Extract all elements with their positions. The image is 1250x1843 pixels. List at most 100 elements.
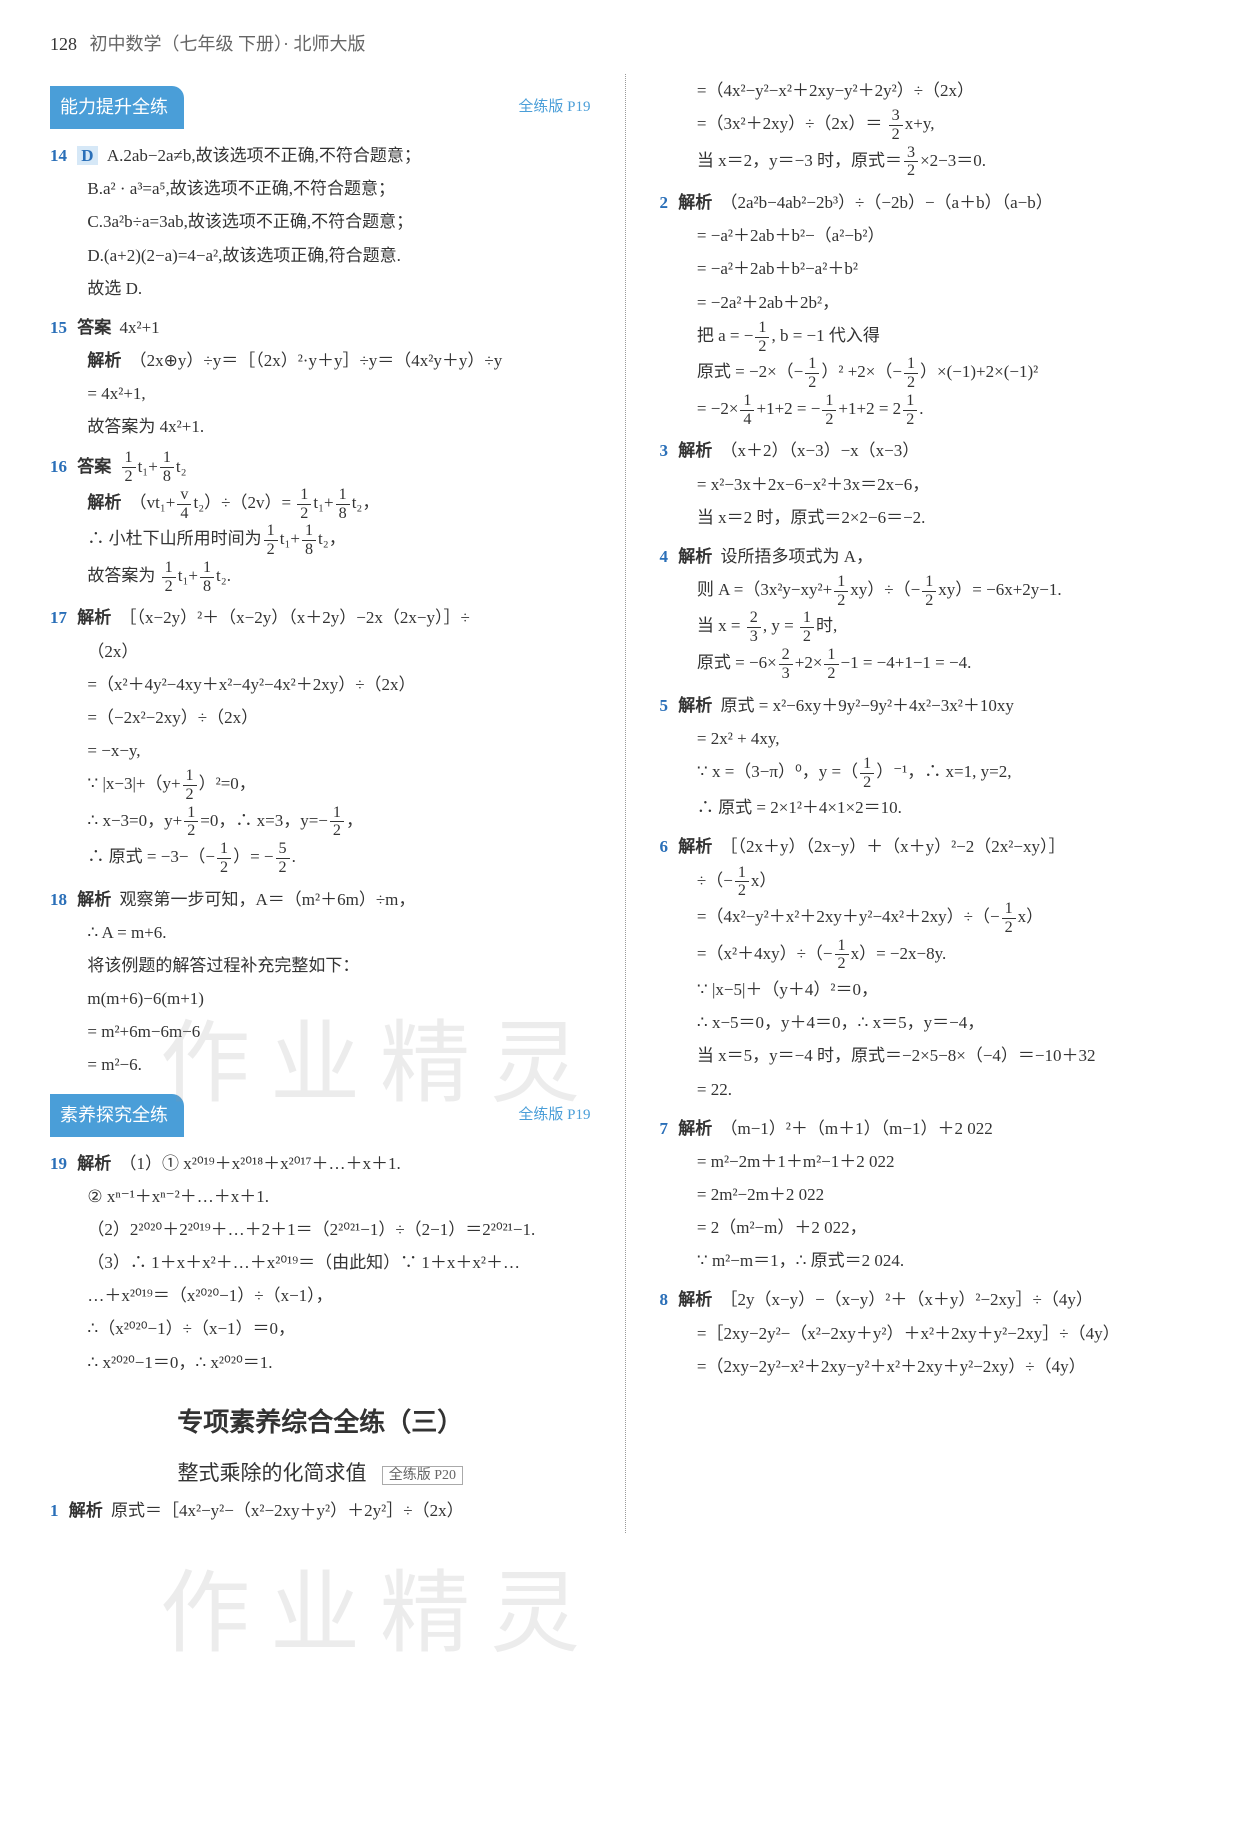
label: 解析	[678, 1119, 712, 1138]
formula: 原式 = −2×（−12）² +2×（−12）×(−1)+2×(−1)²	[697, 355, 1200, 392]
label: 解析	[77, 608, 111, 627]
question-14: 14 D A.2ab−2a≠b,故该选项不正确,不符合题意； B.a² · a³…	[50, 139, 591, 305]
q-num: 15	[50, 318, 67, 337]
column-divider	[625, 74, 626, 1533]
text: ∴ x²⁰²⁰−1＝0，∴ x²⁰²⁰＝1.	[87, 1346, 590, 1379]
text: 当 x＝2 时，原式＝2×2−6＝−2.	[697, 501, 1200, 534]
content-columns: 能力提升全练 全练版 P19 14 D A.2ab−2a≠b,故该选项不正确,不…	[50, 74, 1200, 1533]
question-18: 18 解析 观察第一步可知，A＝（m²＋6m）÷m， ∴ A = m+6. 将该…	[50, 883, 591, 1082]
text: =（2xy−2y²−x²＋2xy−y²＋x²＋2xy＋y²−2xy）÷（4y）	[697, 1350, 1200, 1383]
text: = m²+6m−6m−6	[87, 1015, 590, 1048]
text: ∴（x²⁰²⁰−1）÷（x−1）＝0，	[87, 1312, 590, 1345]
q-num: 4	[660, 547, 669, 566]
text: = −a²＋2ab＋b²−（a²−b²）	[697, 219, 1200, 252]
formula: 故答案为 12t₁+18t₂.	[87, 559, 590, 596]
q-num: 1	[50, 1501, 59, 1520]
text: =［2xy−2y²−（x²−2xy＋y²）＋x²＋2xy＋y²−2xy］÷（4y…	[697, 1317, 1200, 1350]
q-num: 7	[660, 1119, 669, 1138]
section-tab: 能力提升全练	[50, 86, 184, 129]
formula: 原式 = −6×23+2×12−1 = −4+1−1 = −4.	[697, 646, 1200, 683]
text: = 2x² + 4xy,	[697, 722, 1200, 755]
text: = x²−3x＋2x−6−x²＋3x＝2x−6，	[697, 468, 1200, 501]
q-num: 3	[660, 441, 669, 460]
text: = −x−y,	[87, 734, 590, 767]
formula: ∵ x =（3−π）⁰，y =（12）⁻¹，∴ x=1, y=2,	[697, 755, 1200, 792]
text: （3）∴ 1＋x＋x²＋…＋x²⁰¹⁹＝（由此知）∵ 1＋x＋x²＋…	[87, 1246, 590, 1279]
text: 观察第一步可知，A＝（m²＋6m）÷m，	[120, 890, 416, 909]
big-title: 专项素养综合全练（三）	[50, 1397, 591, 1448]
label: 解析	[69, 1501, 103, 1520]
label: 解析	[87, 351, 121, 370]
text: （1）① x²⁰¹⁹＋x²⁰¹⁸＋x²⁰¹⁷＋…＋x＋1.	[120, 1154, 401, 1173]
text: m(m+6)−6(m+1)	[87, 982, 590, 1015]
formula: =（3x²＋2xy）÷（2x）＝ 32x+y,	[697, 107, 1200, 144]
formula: ÷（−12x）	[697, 864, 1200, 901]
formula: 当 x＝2，y＝−3 时，原式＝32×2−3＝0.	[697, 144, 1200, 181]
text: ∴ A = m+6.	[87, 916, 590, 949]
text: ［（x−2y）²＋（x−2y）（x＋2y）−2x（2x−y）］÷	[120, 608, 470, 627]
section-header-2: 素养探究全练 全练版 P19	[50, 1094, 591, 1137]
q-num: 19	[50, 1154, 67, 1173]
label: 答案	[77, 457, 111, 476]
label: 解析	[678, 696, 712, 715]
section-tab: 素养探究全练	[50, 1094, 184, 1137]
text: ［2y（x−y）−（x−y）²＋（x＋y）²−2xy］÷（4y）	[721, 1290, 1093, 1309]
question-6: 6 解析 ［（2x＋y）（2x−y）＋（x＋y）²−2（2x²−xy）］ ÷（−…	[660, 830, 1201, 1105]
formula: 则 A =（3x²y−xy²+12xy）÷（−12xy）= −6x+2y−1.	[697, 573, 1200, 610]
text: B.a² · a³=a⁵,故该选项不正确,不符合题意；	[87, 172, 590, 205]
text: A.2ab−2a≠b,故该选项不正确,不符合题意；	[107, 146, 421, 165]
section-ref: 全练版 P19	[518, 1101, 590, 1130]
label: 答案	[77, 318, 111, 337]
formula: 12t₁+18t₂	[120, 457, 187, 476]
text: 故选 D.	[87, 272, 590, 305]
label: 解析	[678, 193, 712, 212]
q-num: 2	[660, 193, 669, 212]
question-2: 2 解析 （2a²b−4ab²−2b³）÷（−2b）−（a＋b）（a−b） = …	[660, 186, 1201, 428]
sub-title: 整式乘除的化简求值 全练版 P20	[50, 1453, 591, 1494]
text: = m²−6.	[87, 1048, 590, 1081]
question-16: 16 答案 12t₁+18t₂ 解析 （vt₁+v4t₂）÷（2v）= 12t₁…	[50, 449, 591, 595]
q-num: 6	[660, 837, 669, 856]
question-4: 4 解析 设所捂多项式为 A， 则 A =（3x²y−xy²+12xy）÷（−1…	[660, 540, 1201, 683]
ref-box: 全练版 P20	[382, 1466, 463, 1485]
section-ref: 全练版 P19	[518, 93, 590, 122]
question-19: 19 解析 （1）① x²⁰¹⁹＋x²⁰¹⁸＋x²⁰¹⁷＋…＋x＋1. ② xⁿ…	[50, 1147, 591, 1379]
text: （2）2²⁰²⁰＋2²⁰¹⁹＋…＋2＋1＝（2²⁰²¹−1）÷（2−1）＝2²⁰…	[87, 1213, 590, 1246]
formula: 把 a = −12, b = −1 代入得	[697, 319, 1200, 356]
text: = −a²＋2ab＋b²−a²＋b²	[697, 252, 1200, 285]
question-5: 5 解析 原式 = x²−6xy＋9y²−9y²＋4x²−3x²＋10xy = …	[660, 689, 1201, 825]
text: 整式乘除的化简求值	[177, 1461, 366, 1485]
formula: ∴ 小杜下山所用时间为12t₁+18t₂，	[87, 522, 590, 559]
formula: = −2×14+1+2 = −12+1+2 = 212.	[697, 392, 1200, 429]
question-1: 1 解析 原式＝［4x²−y²−（x²−2xy＋y²）＋2y²］÷（2x）	[50, 1494, 591, 1527]
text: =（−2x²−2xy）÷（2x）	[87, 701, 590, 734]
text: = −2a²＋2ab＋2b²，	[697, 286, 1200, 319]
right-column: =（4x²−y²−x²＋2xy−y²＋2y²）÷（2x） =（3x²＋2xy）÷…	[660, 74, 1201, 1533]
text: （2a²b−4ab²−2b³）÷（−2b）−（a＋b）（a−b）	[721, 193, 1053, 212]
text: = 2（m²−m）＋2 022，	[697, 1211, 1200, 1244]
formula: ∵ |x−3|+（y+12）²=0，	[87, 767, 590, 804]
text: …＋x²⁰¹⁹＝（x²⁰²⁰−1）÷（x−1），	[87, 1279, 590, 1312]
label: 解析	[678, 1290, 712, 1309]
text: （m−1）²＋（m＋1）（m−1）＋2 022	[721, 1119, 993, 1138]
page-header: 128 初中数学（七年级 下册）· 北师大版	[50, 30, 1200, 56]
answer-badge: D	[77, 146, 97, 165]
continuation: =（4x²−y²−x²＋2xy−y²＋2y²）÷（2x） =（3x²＋2xy）÷…	[660, 74, 1201, 180]
text: （2x）	[87, 635, 590, 668]
text: =（x²＋4y²−4xy＋x²−4y²−4x²＋2xy）÷（2x）	[87, 668, 590, 701]
label: 解析	[77, 1154, 111, 1173]
text: 原式 = x²−6xy＋9y²−9y²＋4x²−3x²＋10xy	[721, 696, 1014, 715]
formula: （vt₁+v4t₂）÷（2v）= 12t₁+18t₂，	[130, 493, 380, 512]
formula: ∴ 原式 = −3−（−12）= −52.	[87, 840, 590, 877]
question-8: 8 解析 ［2y（x−y）−（x−y）²＋（x＋y）²−2xy］÷（4y） =［…	[660, 1283, 1201, 1382]
q-num: 8	[660, 1290, 669, 1309]
left-column: 能力提升全练 全练版 P19 14 D A.2ab−2a≠b,故该选项不正确,不…	[50, 74, 591, 1533]
watermark: 作业精灵	[160, 1540, 600, 1670]
label: 解析	[678, 837, 712, 856]
text: ∵ |x−5|＋（y＋4）²＝0，	[697, 973, 1200, 1006]
question-3: 3 解析 （x＋2）（x−3）−x（x−3） = x²−3x＋2x−6−x²＋3…	[660, 434, 1201, 533]
formula: =（x²＋4xy）÷（−12x）= −2x−8y.	[697, 937, 1200, 974]
formula: ∴ x−3=0，y+12=0，∴ x=3，y=−12，	[87, 804, 590, 841]
q-num: 18	[50, 890, 67, 909]
formula: 当 x = 23, y = 12时,	[697, 609, 1200, 646]
